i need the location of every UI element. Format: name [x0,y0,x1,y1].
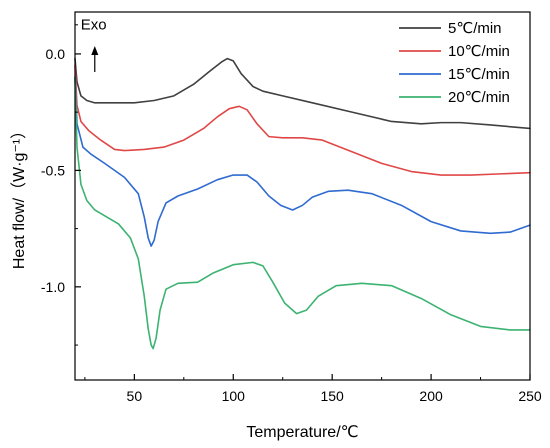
series-line-1 [74,57,531,130]
x-tick-label: 250 [518,388,542,404]
series-line-3 [74,76,531,247]
y-tick-label: 0.0 [46,46,66,62]
series-line-2 [74,64,531,176]
legend-label: 10℃/min [448,43,510,60]
legend-label: 20℃/min [448,89,510,106]
y-tick-label: -1.0 [41,279,65,295]
ticks-layer: 50 100 150 200 250 0.0 -0.5 -1.0 [41,24,542,404]
series-line-4 [74,76,531,350]
legend: 5℃/min 10℃/min 15℃/min 20℃/min [399,20,510,106]
x-tick-label: 150 [320,388,344,404]
arrow-head [91,46,99,55]
y-axis-label: Heat flow/（W·g⁻¹） [10,123,28,269]
legend-label: 15℃/min [448,66,510,83]
plot-frame [74,11,531,381]
exo-annotation: Exo [81,16,107,33]
x-axis-label: Temperature/℃ [246,424,358,441]
y-tick-label: -0.5 [41,162,65,178]
legend-label: 5℃/min [448,20,502,37]
series-layer [74,57,531,350]
exo-arrow-icon [91,46,99,72]
x-tick-label: 100 [222,388,246,404]
x-tick-label: 200 [419,388,443,404]
x-tick-label: 50 [127,388,143,404]
